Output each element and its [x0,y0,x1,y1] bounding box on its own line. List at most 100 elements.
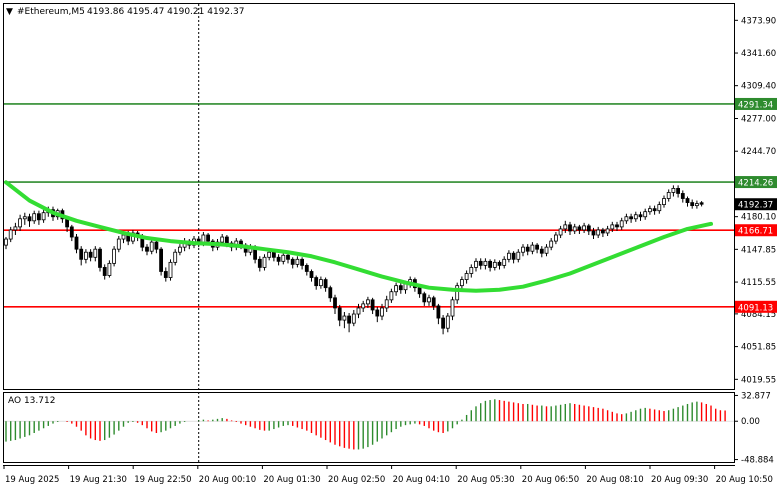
candle-body [605,228,610,234]
candle-body [121,234,126,240]
candle-body [74,236,79,250]
candle-body [615,224,619,228]
candle-body [69,226,74,238]
candle-body [516,251,521,260]
ao-header-label: AO 13.712 [8,396,55,406]
candle-body [159,248,164,272]
candle-body [629,216,633,220]
candle-body [323,279,328,289]
candle-body [276,256,281,262]
y-tick-label: 4051.85 [741,343,776,353]
candle-body [474,260,478,268]
y-tick-label: 4244.70 [741,147,776,157]
candle-body [601,229,605,234]
candle-body [455,285,460,301]
candle-body [206,234,211,242]
y-tick-label: 4309.40 [741,82,776,92]
candle-body [690,202,695,207]
candle-body [309,271,314,278]
candle-body [84,251,88,260]
price-level-tag [735,176,777,189]
candle-body [286,254,290,260]
candle-body [478,260,483,266]
candle-body [436,305,441,319]
x-tick-label: 19 Aug 22:50 [134,475,191,485]
candle-body [220,236,225,243]
candle-body [572,226,577,232]
chart-menu-icon[interactable]: ▼ [6,7,13,17]
candle-body [619,220,624,228]
candle-body [337,307,342,321]
x-tick-label: 20 Aug 00:10 [199,475,256,485]
candle-body [652,208,657,212]
candle-body [657,204,662,212]
candle-body [535,244,539,250]
candle-body [281,254,286,262]
x-tick-label: 20 Aug 06:50 [522,475,579,485]
candle-body [365,299,370,305]
candle-body [304,264,309,272]
candle-body [633,214,638,220]
candle-body [699,202,704,205]
candle-body [271,251,276,258]
price-level-label: 4291.34 [738,100,773,110]
candle-body [27,216,32,222]
candle-body [441,317,446,329]
y-tick-label: 4115.55 [741,278,776,288]
candle-body [464,273,469,280]
candle-body [389,291,394,301]
x-tick-label: 20 Aug 04:10 [393,475,450,485]
candle-body [13,226,18,231]
candle-body [88,251,93,258]
candle-body [116,238,121,250]
candle-body [342,315,347,321]
candle-body [563,224,568,230]
candle-body [422,293,427,303]
candle-body [417,287,422,295]
candle-body [328,287,333,299]
main-pane-border [3,3,735,390]
y-tick-label: 4277.00 [741,114,776,124]
candle-body [290,258,295,265]
moving-average-line [4,180,713,293]
candle-body [8,229,13,240]
candle-body [530,244,535,252]
candle-body [695,203,699,207]
y-tick-label: 4147.85 [741,245,776,255]
candle-body [666,192,671,199]
x-tick-label: 20 Aug 08:10 [586,475,643,485]
candle-body [102,267,107,276]
price-level-tag [735,97,777,110]
candle-body [577,226,582,231]
candle-body [267,251,272,258]
price-level-label: 4091.13 [738,303,773,313]
candle-body [648,208,652,213]
candle-body [168,261,173,278]
candle-body [431,297,436,307]
current-price-label: 4192.37 [738,201,773,211]
ao-y-tick-label: 0.00 [741,417,760,427]
x-tick-label: 20 Aug 01:30 [263,475,320,485]
candle-body [554,234,558,242]
candle-body [318,279,323,287]
candle-body [671,187,676,193]
candle-body [643,211,648,218]
candle-body [459,279,464,287]
y-tick-label: 4341.60 [741,49,776,59]
current-price-tag [735,198,777,211]
candle-body [112,248,116,264]
candle-body [568,224,572,232]
candle-body [394,285,399,293]
candle-body [624,216,629,222]
candle-body [154,241,159,250]
candle-body [558,228,563,236]
candle-body [544,246,549,254]
candle-body [22,216,27,220]
candle-body [347,315,352,324]
candle-body [375,309,380,317]
candle-body [680,193,685,199]
candle-body [356,307,361,315]
header-symbol: #Ethereum,M5 [17,7,85,17]
candle-body [300,258,305,266]
